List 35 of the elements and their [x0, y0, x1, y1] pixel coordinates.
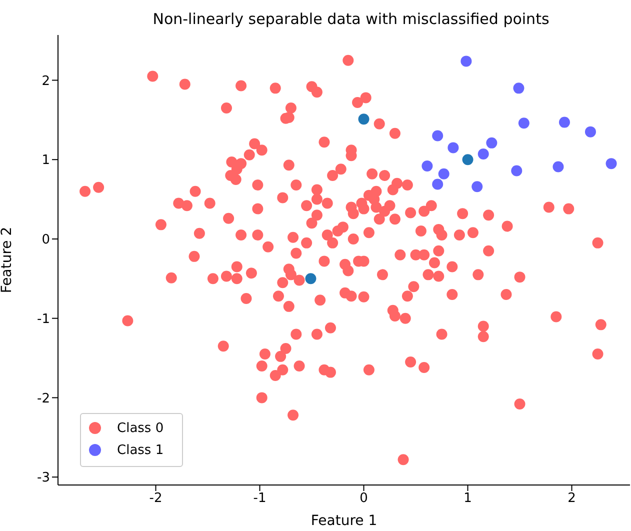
- point: [478, 148, 489, 160]
- point: [552, 161, 564, 172]
- point: [305, 273, 316, 284]
- point: [486, 137, 498, 148]
- point: [511, 165, 522, 176]
- legend-label: Class 1: [117, 443, 164, 458]
- x-tick-label: 0: [360, 491, 368, 506]
- point: [472, 181, 483, 192]
- point: [422, 160, 433, 172]
- legend-label: Class 0: [117, 421, 164, 436]
- point: [513, 82, 524, 94]
- point: [518, 118, 530, 129]
- x-tick-label: 1: [464, 491, 472, 506]
- point: [432, 178, 444, 190]
- y-tick-label: 0: [42, 232, 50, 248]
- point: [448, 142, 459, 154]
- y-tick-label: -1: [37, 312, 50, 327]
- y-axis-title: Feature 2: [0, 226, 15, 294]
- point: [606, 158, 617, 170]
- y-tick-label: -2: [37, 391, 50, 406]
- y-tick-label: -3: [37, 470, 50, 486]
- x-tick-label: 2: [568, 491, 576, 506]
- point: [462, 154, 474, 166]
- point: [358, 114, 370, 125]
- x-tick-label: -2: [149, 491, 162, 506]
- x-tick-label: -1: [253, 491, 266, 506]
- point: [438, 168, 450, 180]
- point: [460, 56, 472, 67]
- point: [584, 126, 596, 138]
- y-tick-label: 2: [42, 74, 50, 89]
- y-tick-label: 1: [42, 153, 50, 168]
- chart-title: Non-linearly separable data with misclassified points: [152, 10, 550, 28]
- x-axis-title: Feature 1: [310, 513, 378, 529]
- point: [558, 116, 570, 128]
- point: [432, 130, 444, 142]
